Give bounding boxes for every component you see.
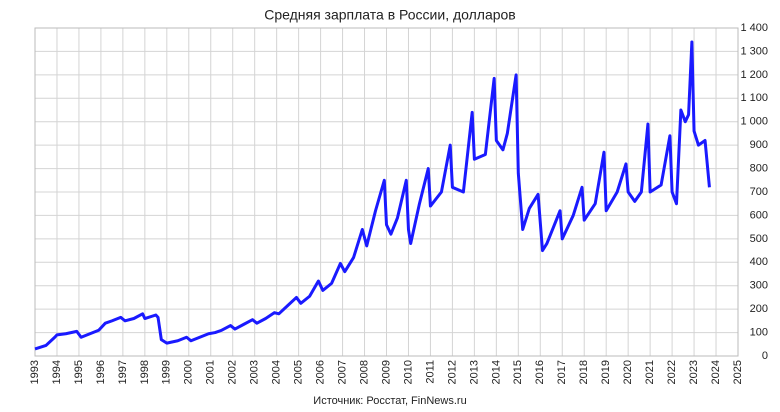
x-tick-label: 2010 xyxy=(402,360,414,384)
y-tick-label: 800 xyxy=(750,162,768,174)
y-tick-label: 200 xyxy=(750,303,768,315)
y-tick-label: 1 000 xyxy=(740,116,768,128)
x-tick-label: 2022 xyxy=(666,360,678,384)
y-tick-label: 100 xyxy=(750,326,768,338)
x-tick-label: 2018 xyxy=(578,360,590,384)
y-tick-label: 500 xyxy=(750,233,768,245)
y-tick-label: 900 xyxy=(750,139,768,151)
x-tick-label: 1995 xyxy=(73,360,85,384)
x-tick-label: 1997 xyxy=(117,360,129,384)
x-tick-label: 1999 xyxy=(161,360,173,384)
x-tick-label: 2015 xyxy=(512,360,524,384)
x-tick-label: 2011 xyxy=(424,360,436,384)
x-tick-label: 1996 xyxy=(95,360,107,384)
x-tick-label: 2007 xyxy=(336,360,348,384)
x-tick-label: 2021 xyxy=(644,360,656,384)
x-tick-label: 2009 xyxy=(380,360,392,384)
x-tick-label: 2001 xyxy=(205,360,217,384)
x-tick-label: 2013 xyxy=(468,360,480,384)
x-tick-label: 2008 xyxy=(358,360,370,384)
x-tick-label: 2024 xyxy=(710,360,722,384)
chart-title: Средняя зарплата в России, долларов xyxy=(264,7,516,23)
x-tick-label: 2012 xyxy=(446,360,458,384)
x-tick-label: 1998 xyxy=(139,360,151,384)
x-tick-label: 2019 xyxy=(600,360,612,384)
x-tick-label: 1994 xyxy=(51,360,63,384)
y-tick-label: 1 400 xyxy=(740,22,768,34)
x-tick-label: 2005 xyxy=(293,360,305,384)
x-tick-label: 2025 xyxy=(732,360,744,384)
x-tick-label: 2003 xyxy=(249,360,261,384)
y-tick-label: 1 300 xyxy=(740,45,768,57)
y-tick-label: 300 xyxy=(750,280,768,292)
x-tick-label: 2002 xyxy=(227,360,239,384)
data-line xyxy=(34,40,711,351)
y-tick-label: 700 xyxy=(750,186,768,198)
x-tick-label: 2023 xyxy=(688,360,700,384)
x-tick-label: 2004 xyxy=(271,360,283,384)
y-tick-label: 1 200 xyxy=(740,69,768,81)
y-tick-label: 600 xyxy=(750,209,768,221)
x-tick-label: 2014 xyxy=(490,360,502,384)
y-tick-label: 1 100 xyxy=(740,92,768,104)
x-tick-label: 2017 xyxy=(556,360,568,384)
y-tick-label: 0 xyxy=(762,350,768,362)
x-tick-label: 2006 xyxy=(315,360,327,384)
source-note: Источник: Росстат, FinNews.ru xyxy=(313,395,466,407)
x-tick-label: 2020 xyxy=(622,360,634,384)
plot-frame xyxy=(34,27,739,357)
y-tick-label: 400 xyxy=(750,256,768,268)
x-tick-label: 2016 xyxy=(534,360,546,384)
x-tick-label: 2000 xyxy=(183,360,195,384)
x-tick-label: 1993 xyxy=(29,360,41,384)
